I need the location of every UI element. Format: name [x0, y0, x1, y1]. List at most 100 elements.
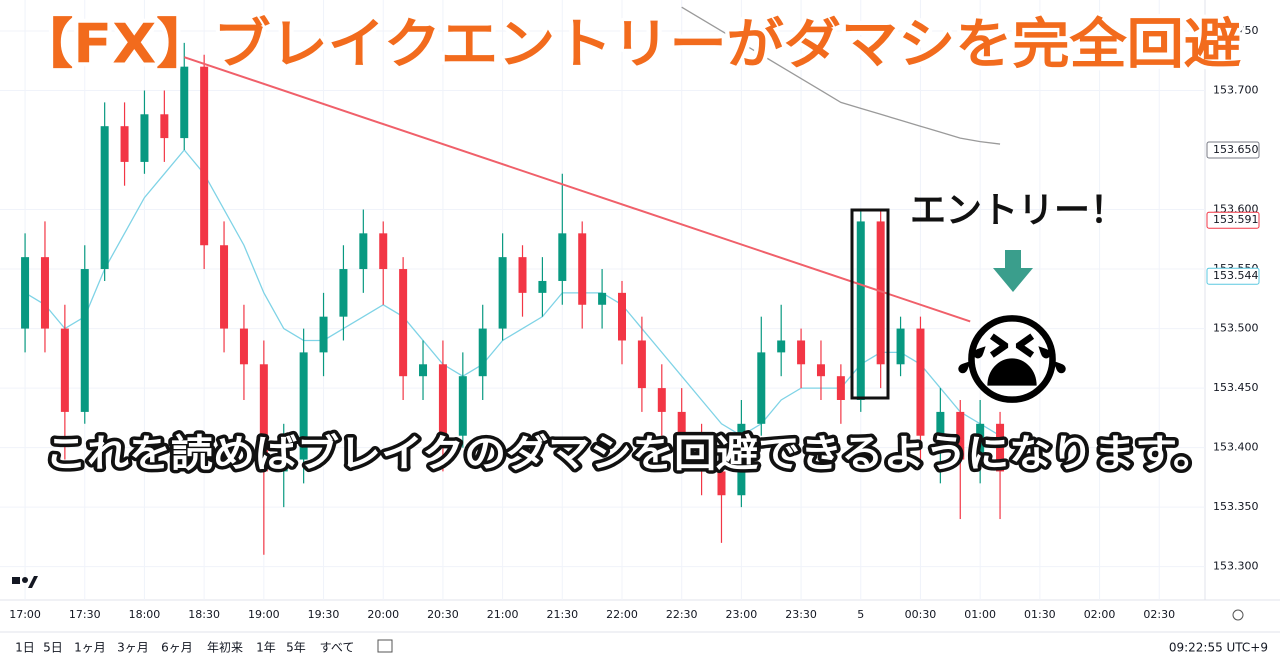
candle-body — [279, 459, 288, 472]
candle-body — [140, 114, 149, 162]
candle-body — [458, 376, 467, 436]
overlay: 【FX】ブレイクエントリーがダマシを完全回避 エントリー！ 😭 これを読めばブレ… — [12, 9, 1245, 653]
trendline — [183, 56, 971, 323]
candle-body — [80, 269, 89, 412]
x-tick-label: 20:30 — [427, 608, 459, 621]
candle-body — [598, 292, 607, 305]
settings-icon[interactable] — [1232, 609, 1244, 621]
candle-body — [797, 340, 806, 365]
candle-body — [637, 340, 646, 389]
candle-body — [956, 411, 965, 460]
price-badge — [1206, 267, 1260, 285]
calendar-icon[interactable] — [377, 639, 393, 653]
x-tick-label: 01:00 — [964, 608, 996, 621]
candle-body — [399, 269, 408, 377]
x-tick-label: 21:00 — [487, 608, 519, 621]
arrow — [993, 268, 1033, 292]
candle-body — [578, 233, 587, 305]
candle-body — [120, 126, 129, 162]
candle-body — [100, 126, 109, 270]
candle-body — [438, 364, 447, 436]
callout: エントリー！ — [910, 190, 1126, 231]
candle-body — [419, 364, 428, 377]
candle-body — [160, 114, 169, 139]
candle-body — [498, 257, 507, 329]
candle-body — [518, 257, 527, 293]
candle-body — [220, 245, 229, 329]
y-tick-label: 153.300 — [1213, 560, 1259, 573]
x-tick-label: 18:30 — [188, 608, 220, 621]
x-tick-label: 17:00 — [9, 608, 41, 621]
y-tick-label: 153.350 — [1213, 500, 1259, 513]
candle-body — [876, 221, 885, 365]
candle-body — [319, 316, 328, 353]
candle-body — [558, 233, 567, 281]
x-tick-label: 17:30 — [69, 608, 101, 621]
candle-body — [21, 257, 30, 329]
x-tick-label: 20:00 — [367, 608, 399, 621]
x-tick-label: 23:00 — [726, 608, 758, 621]
y-tick-label: 153.700 — [1213, 83, 1259, 96]
candle-body — [677, 411, 686, 448]
price-badge-label: 153.591 — [1213, 213, 1259, 226]
candle-body — [717, 471, 726, 496]
x-tick-label: 01:30 — [1024, 608, 1056, 621]
y-tick-label: 153.450 — [1213, 381, 1259, 394]
y-tick-label: 153.400 — [1213, 441, 1259, 454]
chart-title: 【FX】ブレイクエントリーがダマシを完全回避 — [16, 13, 1241, 76]
candle-body — [60, 328, 69, 412]
x-tick-label: 02:00 — [1084, 608, 1116, 621]
y-tick-label: 153.500 — [1213, 322, 1259, 335]
subtitle: これを読めばブレイクのダマシを回避できるようになります。 — [45, 432, 1215, 476]
range-button[interactable]: 5日 — [43, 641, 63, 655]
range-button[interactable]: 1ヶ月 — [74, 641, 106, 655]
candle-body — [697, 447, 706, 472]
candle-body — [936, 411, 945, 436]
x-tick-label: 02:30 — [1143, 608, 1175, 621]
x-tick-label: 23:30 — [785, 608, 817, 621]
highlight-box — [850, 208, 890, 400]
x-tick-label: 21:30 — [546, 608, 578, 621]
candle-body — [896, 328, 905, 365]
plot-area — [0, 0, 1205, 600]
candle-body — [856, 221, 865, 400]
candle-body — [737, 423, 746, 496]
arrow — [1005, 250, 1021, 270]
price-badge — [1206, 141, 1260, 159]
candle-body — [40, 257, 49, 329]
price-badge-label: 153.544 — [1213, 269, 1259, 282]
candle-body — [657, 388, 666, 412]
candle-body — [379, 233, 388, 270]
range-button[interactable]: 1年 — [256, 641, 276, 655]
moving-average — [681, 6, 1001, 145]
emoji: 😭 — [954, 302, 1071, 419]
candle-body — [996, 423, 1005, 472]
price-badge-label: 153.650 — [1213, 143, 1259, 156]
price-badge — [1206, 211, 1260, 229]
candle-body — [757, 352, 766, 424]
range-button[interactable]: すべて — [320, 641, 355, 655]
x-tick-label: 5 — [857, 608, 864, 621]
candle-body — [777, 340, 786, 353]
clock: 09:22:55 UTC+9 — [1169, 641, 1268, 655]
candle-body — [976, 423, 985, 460]
range-button[interactable]: 年初来 — [207, 641, 243, 655]
range-button[interactable]: 1日 — [15, 641, 35, 655]
candle-body — [816, 364, 825, 377]
range-button[interactable]: 5年 — [286, 641, 306, 655]
candle-body — [617, 292, 626, 341]
logo — [12, 576, 38, 588]
candle-body — [538, 280, 547, 293]
candle-body — [916, 328, 925, 436]
range-button[interactable]: 6ヶ月 — [161, 641, 193, 655]
range-button[interactable]: 3ヶ月 — [117, 641, 149, 655]
x-tick-label: 18:00 — [129, 608, 161, 621]
candle-body — [359, 233, 368, 270]
candle-body — [339, 269, 348, 317]
x-tick-label: 22:30 — [666, 608, 698, 621]
x-tick-label: 00:30 — [905, 608, 937, 621]
candle-body — [180, 66, 189, 139]
candle-body — [200, 66, 209, 246]
